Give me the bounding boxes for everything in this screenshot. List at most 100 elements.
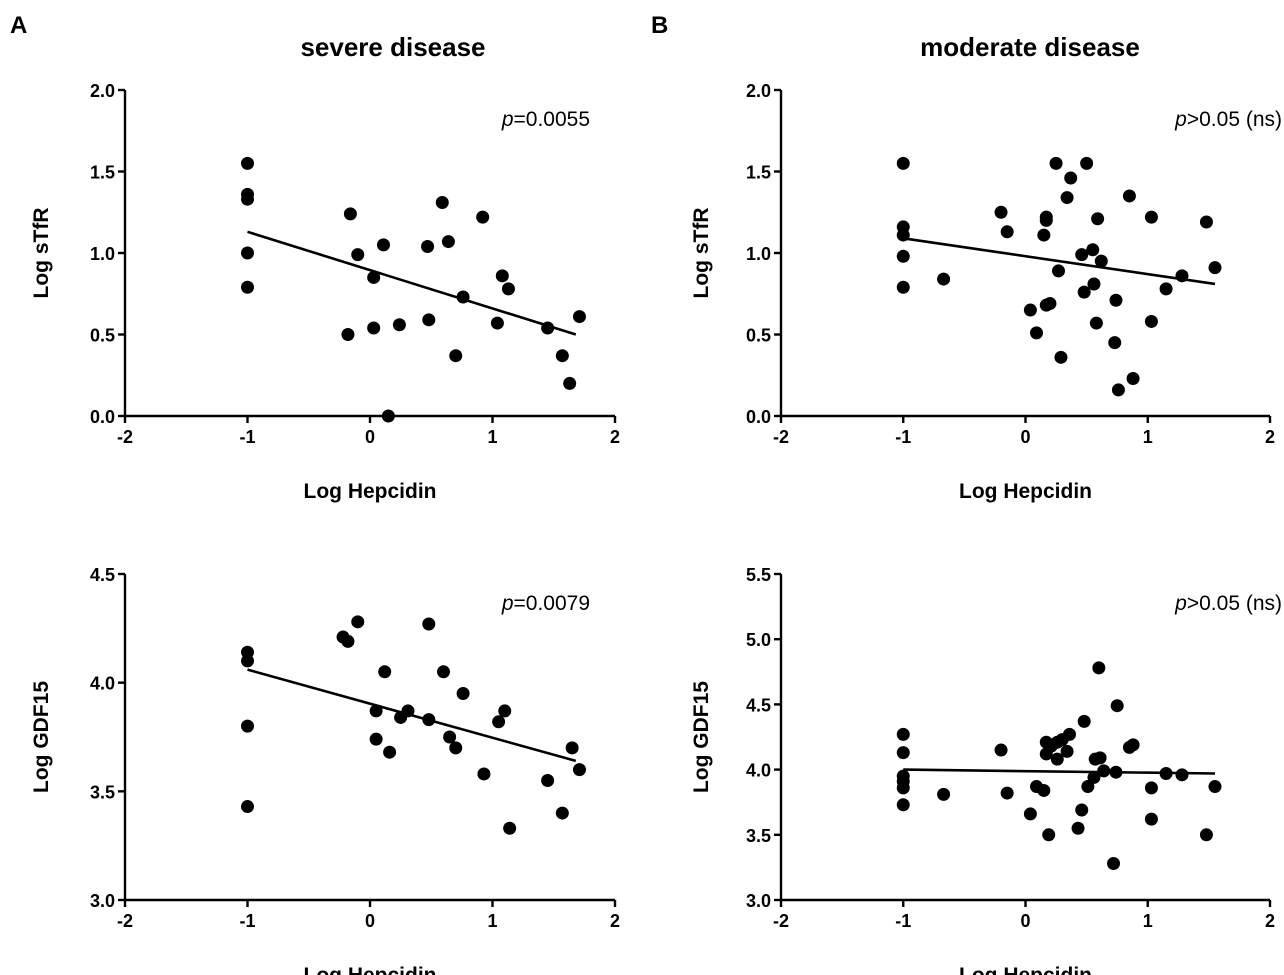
x-tick-label: -1 (895, 427, 911, 447)
data-point (1144, 314, 1158, 328)
x-tick-label: 0 (365, 427, 375, 447)
y-tick-label: 3.0 (746, 891, 771, 911)
data-point (1144, 781, 1158, 795)
data-point (435, 195, 449, 209)
x-axis-label: Log Hepcidin (959, 964, 1092, 975)
data-point (1080, 156, 1094, 170)
x-tick-label: 2 (610, 427, 620, 447)
data-point (1144, 210, 1158, 224)
data-point (241, 800, 254, 814)
data-point (1060, 744, 1074, 758)
title-moderate-disease: moderate disease (920, 32, 1140, 62)
data-point (1094, 254, 1108, 268)
data-point (1037, 783, 1051, 797)
data-point (896, 798, 910, 812)
x-axis-label: Log Hepcidin (959, 480, 1092, 503)
y-tick-label: 2.0 (90, 81, 115, 101)
data-point (1107, 856, 1121, 870)
data-point (449, 741, 463, 755)
y-tick-label: 1.0 (746, 244, 771, 264)
data-point (351, 615, 365, 629)
x-tick-label: -1 (239, 427, 255, 447)
p-value-text: >0.05 (ns) (1187, 108, 1282, 131)
data-point (541, 773, 555, 787)
x-tick-label: -1 (239, 911, 255, 931)
data-point (341, 328, 355, 341)
data-point (351, 248, 365, 262)
data-point (1039, 213, 1053, 227)
data-point (1126, 738, 1140, 752)
data-point (1052, 264, 1066, 278)
data-point (443, 730, 457, 744)
data-point (896, 727, 910, 741)
data-point (1077, 285, 1091, 299)
regression-line (247, 230, 577, 336)
data-point (1097, 764, 1111, 778)
y-tick-label: 4.5 (746, 695, 771, 715)
data-point (1122, 189, 1136, 203)
data-point (378, 665, 392, 679)
data-point (937, 787, 951, 801)
y-tick-label: 0.0 (90, 407, 115, 427)
data-point (392, 318, 406, 332)
data-point (501, 282, 515, 296)
data-point (994, 743, 1008, 757)
data-point (449, 349, 463, 363)
data-point (1091, 212, 1105, 226)
p-value-symbol: p (1174, 108, 1187, 131)
data-point (437, 665, 450, 679)
y-tick-label: 0.0 (746, 407, 771, 427)
x-tick-label: -1 (895, 911, 911, 931)
y-tick-label: 4.0 (90, 674, 115, 694)
data-point (1030, 326, 1044, 340)
data-point (896, 249, 910, 263)
data-point (1199, 215, 1213, 229)
data-point (241, 280, 254, 294)
data-point (490, 316, 504, 330)
data-point (241, 192, 254, 206)
data-point (1037, 228, 1051, 242)
chart-1: -2 -1 0 1 2 0.0 0.5 1.0 1.5 2.0 Log Hepcidin Log sT… (30, 81, 620, 503)
data-point (1075, 803, 1089, 817)
data-point (1077, 714, 1091, 728)
data-point (1208, 780, 1222, 794)
p-value-symbol: p (1174, 592, 1187, 615)
data-point (492, 715, 506, 729)
data-point (1109, 293, 1123, 307)
data-point (1109, 765, 1123, 779)
p-value-annotation: p=0.0055 (501, 108, 590, 131)
x-tick-label: 1 (487, 911, 497, 931)
data-point (1000, 786, 1014, 800)
x-tick-label: 0 (365, 911, 375, 931)
x-tick-label: 2 (1265, 427, 1275, 447)
data-point (555, 806, 569, 820)
data-point (896, 228, 910, 242)
data-point (1054, 350, 1068, 364)
data-point (1075, 248, 1089, 262)
data-point (1199, 828, 1213, 842)
y-tick-label: 3.5 (90, 782, 115, 802)
data-point (456, 290, 470, 304)
x-tick-label: 1 (1143, 427, 1153, 447)
data-point (1050, 752, 1064, 766)
data-point (896, 746, 910, 760)
x-axis-label: Log Hepcidin (304, 964, 437, 975)
p-value-annotation: p>0.05 (ns) (1174, 108, 1282, 131)
y-axis-label: Log GDF15 (30, 681, 53, 793)
data-point (994, 205, 1008, 219)
data-point (563, 376, 577, 390)
data-point (367, 321, 381, 335)
p-value-text: =0.0079 (514, 592, 591, 615)
y-axis-label: Log sTfR (30, 208, 53, 299)
y-tick-label: 0.5 (746, 326, 771, 346)
x-axis-label: Log Hepcidin (304, 480, 437, 503)
data-point (421, 239, 435, 253)
plots-group: -2 -1 0 1 2 0.0 0.5 1.0 1.5 2.0 Log Hepcidin Log sT… (30, 81, 1282, 975)
data-point (896, 781, 910, 795)
data-point (241, 246, 254, 260)
y-tick-label: 0.5 (90, 326, 115, 346)
chart-2: -2 -1 0 1 2 0.0 0.5 1.0 1.5 2.0 Log Hepcidin Log sT… (690, 81, 1282, 503)
data-point (369, 704, 383, 718)
data-point (441, 235, 455, 249)
data-point (937, 272, 951, 286)
